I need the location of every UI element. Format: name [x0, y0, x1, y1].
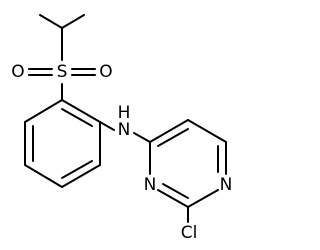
atom-label: N [220, 175, 233, 195]
molecule: S O O N H N N Cl [11, 14, 233, 243]
atom-label: N [118, 120, 131, 140]
atom-label: O [99, 62, 112, 82]
atom-label: S [57, 62, 68, 82]
atom-label: Cl [181, 223, 198, 243]
atom-label: O [11, 62, 24, 82]
atom-label: H [118, 103, 131, 123]
atom-label: N [144, 175, 157, 195]
bonds [24, 14, 227, 223]
